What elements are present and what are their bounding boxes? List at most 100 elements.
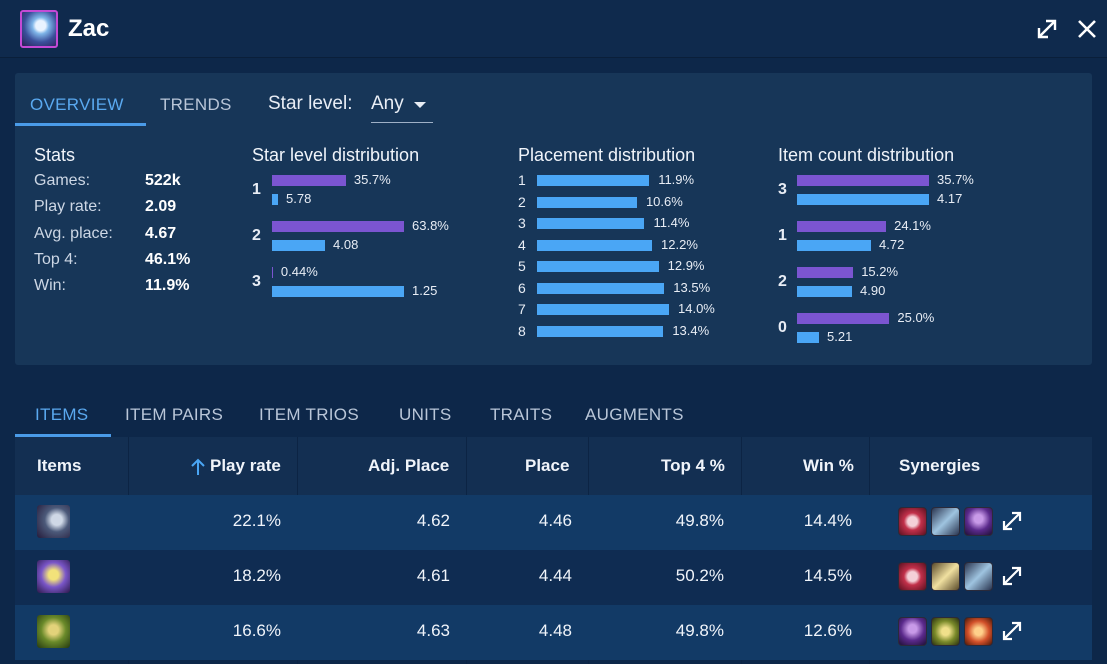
item-count-share-bar [797,313,890,324]
col-header-synergies[interactable]: Synergies [899,456,981,475]
placement-distribution-title: Placement distribution [518,145,696,165]
purple-champion-icon[interactable] [898,617,927,646]
item-count-share-label: 24.1% [894,218,931,233]
placement-label: 3 [518,215,526,231]
champion-portrait [20,10,58,48]
item-count-group-label: 1 [778,227,787,244]
cell-place: 4.44 [538,566,572,585]
expand-icon[interactable] [1035,17,1059,41]
expand-icon[interactable] [1000,619,1024,643]
star-avg-bar [272,286,404,297]
tab-traits[interactable]: TRAITS [490,405,553,424]
col-header-items[interactable]: Items [37,456,82,475]
item-count-avg-bar [797,240,871,251]
item-count-avg-label: 4.72 [879,237,905,252]
tab-units[interactable]: UNITS [399,405,452,424]
cell-play-rate: 18.2% [232,566,281,585]
table-header: Items Play rate Adj. Place Place Top 4 %… [15,437,1092,495]
star-avg-label: 4.08 [333,237,359,252]
item-count-group-label: 3 [778,181,787,198]
stat-label-avg-place: Avg. place: [34,225,113,242]
item-icon-1 [37,505,70,538]
overview-panel: OVERVIEW TRENDS Star level: Any Stats Ga… [15,73,1092,365]
tab-augments[interactable]: AUGMENTS [585,405,684,424]
placement-bar [537,218,645,229]
star-avg-bar [272,240,325,251]
item-count-avg-label: 5.21 [827,329,853,344]
item-count-avg-bar [797,194,929,205]
col-header-play-rate[interactable]: Play rate [210,456,281,475]
stat-value-play-rate: 2.09 [145,198,177,215]
cell-play-rate: 22.1% [232,511,281,530]
heart-icon[interactable] [898,562,927,591]
star-group-label: 1 [252,181,261,198]
item-count-group-label: 2 [778,273,787,290]
item-count-share-label: 25.0% [897,310,935,325]
window-header: Zac [0,0,1107,58]
star-avg-label: 5.78 [286,191,312,206]
star-avg-label: 1.25 [412,283,438,298]
stat-value-top4: 46.1% [145,251,191,268]
col-header-adj-place[interactable]: Adj. Place [368,456,450,475]
item-count-avg-label: 4.17 [937,191,963,206]
cell-win: 14.5% [803,566,852,585]
star-level-select[interactable]: Any [371,91,433,123]
placement-value-label: 12.2% [661,236,698,252]
placement-bar [537,325,664,337]
stats-title: Stats [34,145,76,165]
placement-bar [537,304,669,315]
stat-label-top4: Top 4: [34,251,78,268]
star-group-label: 2 [252,227,261,244]
stat-label-win: Win: [34,277,66,294]
cell-place: 4.46 [538,511,572,530]
star-avg-bar [272,194,278,205]
table-row[interactable]: 16.6% 4.63 4.48 49.8% 12.6% [15,605,1092,660]
cell-place: 4.48 [538,621,572,640]
placement-bar [537,261,659,272]
placement-value-label: 10.6% [645,193,683,209]
placement-value-label: 13.5% [673,279,711,295]
stat-value-avg-place: 4.67 [145,225,177,242]
stat-label-games: Games: [34,172,91,189]
champion-name: Zac [68,15,110,42]
expand-icon[interactable] [1000,564,1024,588]
table-row[interactable]: 18.2% 4.61 4.44 50.2% 14.5% [15,550,1092,605]
star-level-label: Star level: [268,93,353,114]
placement-value-label: 13.4% [672,322,710,338]
placement-value-label: 11.9% [658,172,695,187]
placement-label: 5 [518,258,526,274]
item-count-share-label: 15.2% [861,264,899,279]
col-header-top4[interactable]: Top 4 % [661,456,725,475]
green-gold-icon[interactable] [931,617,960,646]
cell-play-rate: 16.6% [232,621,281,640]
placement-label: 1 [518,172,526,188]
tab-items[interactable]: ITEMS [35,405,89,424]
gold-crystal-icon[interactable] [931,562,960,591]
item-count-share-bar [797,175,929,186]
item-count-group-label: 0 [778,319,787,336]
crystal-icon[interactable] [964,562,993,591]
tab-item-pairs[interactable]: ITEM PAIRS [125,405,224,424]
expand-icon[interactable] [1000,509,1024,533]
col-header-win[interactable]: Win % [803,456,854,475]
star-share-label: 63.8% [412,218,449,233]
placement-label: 8 [518,322,526,339]
star-distribution-title: Star level distribution [252,145,420,165]
placement-value-label: 14.0% [678,301,715,316]
tab-trends[interactable]: TRENDS [160,95,232,114]
cell-adj-place: 4.61 [416,566,450,585]
purple-champion-icon[interactable] [964,507,993,536]
tab-overview[interactable]: OVERVIEW [30,95,124,114]
placement-bar [537,175,650,186]
fire-icon[interactable] [964,617,993,646]
close-icon[interactable] [1075,17,1099,41]
crystal-icon[interactable] [931,507,960,536]
table-row[interactable]: 22.1% 4.62 4.46 49.8% 14.4% [15,495,1092,550]
col-header-place[interactable]: Place [525,456,570,475]
star-share-bar [272,175,346,186]
heart-icon[interactable] [898,507,927,536]
stat-label-play-rate: Play rate: [34,198,102,215]
placement-label: 4 [518,236,526,253]
tab-item-trios[interactable]: ITEM TRIOS [259,405,359,424]
item-icon-3 [37,615,70,648]
